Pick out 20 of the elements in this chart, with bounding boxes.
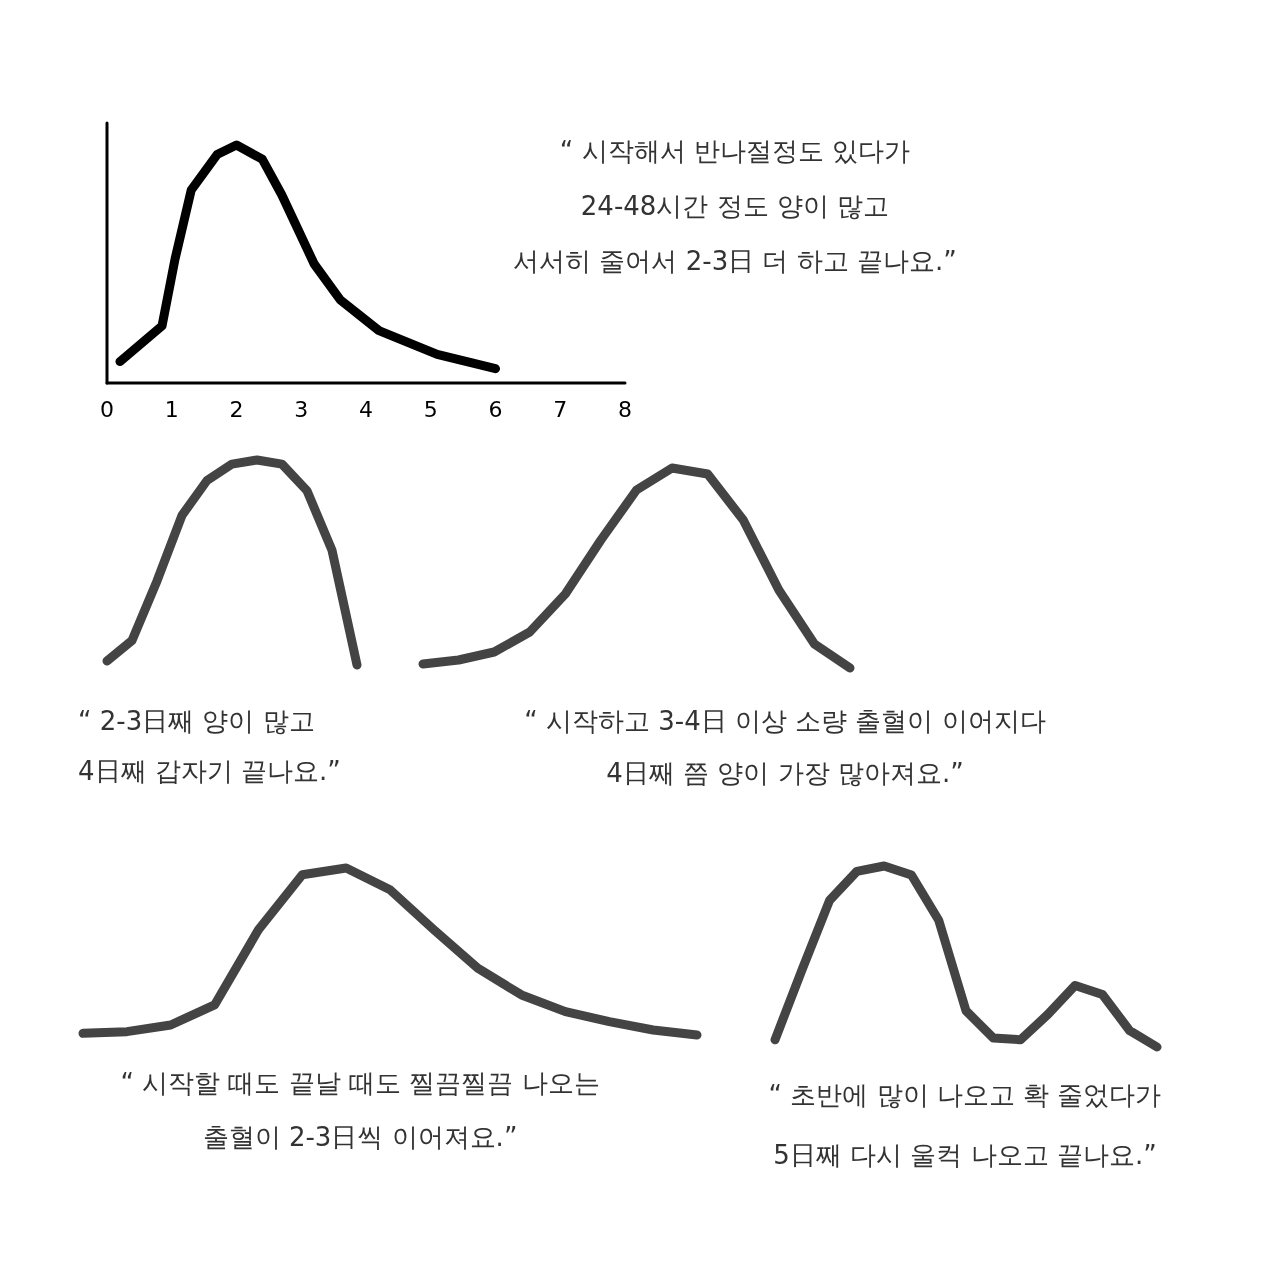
x-tick-label: 2: [229, 397, 244, 422]
x-tick-label: 1: [164, 397, 179, 422]
text: “ 2-3日째 양이 많고: [78, 706, 315, 736]
annotation: “ 시작해서 반나절정도 있다가: [559, 136, 911, 166]
x-tick-label: 6: [488, 397, 503, 422]
x-tick-label: 5: [423, 397, 438, 422]
x-tick-label: 3: [294, 397, 309, 422]
annotation: 서서히 줄어서 2-3日 더 하고 끝나요.”: [513, 246, 957, 276]
x-tick-label: 4: [359, 397, 373, 422]
x-tick-label: 7: [553, 397, 568, 422]
text: 4日째 쯤 양이 가장 많아져요.”: [606, 758, 964, 788]
annotation: 24-48시간 정도 양이 많고: [580, 191, 890, 221]
text: 출혈이 2-3日씩 이어져요.”: [202, 1122, 518, 1152]
text: “ 시작하고 3-4日 이상 소량 출혈이 이어지다: [524, 706, 1046, 736]
text: 5日째 다시 울컥 나오고 끝나요.”: [773, 1140, 1157, 1170]
text: 4日째 갑자기 끝나요.”: [78, 756, 341, 786]
text: “ 시작할 때도 끝날 때도 찔끔찔끔 나오는: [120, 1068, 600, 1098]
x-tick-label: 8: [618, 397, 632, 422]
text: “ 초반에 많이 나오고 확 줄었다가: [768, 1080, 1162, 1110]
x-tick-label: 0: [100, 397, 114, 422]
